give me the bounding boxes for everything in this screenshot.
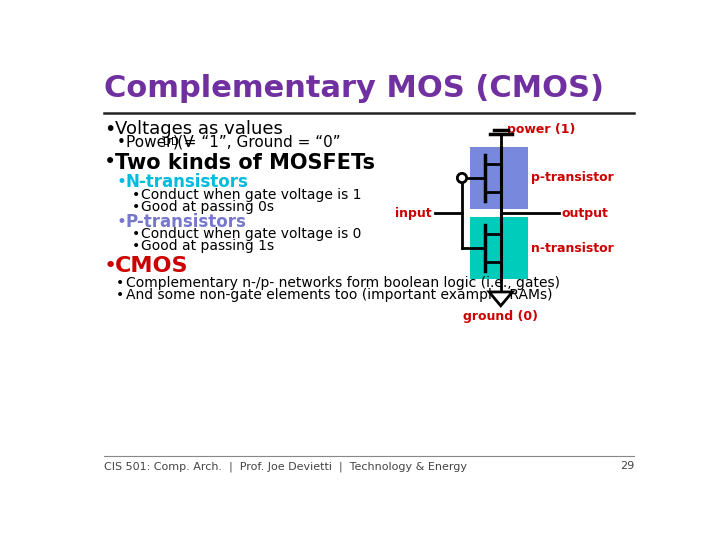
Circle shape xyxy=(457,173,467,183)
Text: DD: DD xyxy=(163,137,179,147)
Text: •: • xyxy=(132,227,140,241)
Text: power (1): power (1) xyxy=(507,123,575,136)
Text: CMOS: CMOS xyxy=(114,256,189,276)
Text: N-transistors: N-transistors xyxy=(126,173,248,191)
Text: And some non-gate elements too (important example: RAMs): And some non-gate elements too (importan… xyxy=(126,288,552,302)
Text: input: input xyxy=(395,206,432,220)
Text: •: • xyxy=(132,200,140,213)
Text: •: • xyxy=(117,276,125,290)
Text: •: • xyxy=(104,256,117,276)
Text: •: • xyxy=(104,152,116,172)
Bar xyxy=(469,147,528,209)
Text: •: • xyxy=(117,288,125,302)
Text: Good at passing 0s: Good at passing 0s xyxy=(141,200,274,213)
Bar xyxy=(469,217,528,279)
Text: CIS 501: Comp. Arch.  |  Prof. Joe Devietti  |  Technology & Energy: CIS 501: Comp. Arch. | Prof. Joe Deviett… xyxy=(104,461,467,472)
Text: n-transistor: n-transistor xyxy=(531,241,613,254)
Text: Complementary n-/p- networks form boolean logic (i.e., gates): Complementary n-/p- networks form boolea… xyxy=(126,276,559,290)
Text: Conduct when gate voltage is 1: Conduct when gate voltage is 1 xyxy=(141,188,361,202)
Text: •: • xyxy=(117,213,126,231)
Polygon shape xyxy=(489,292,513,306)
Text: •: • xyxy=(132,239,140,253)
Text: Power (V: Power (V xyxy=(126,135,193,150)
Text: Voltages as values: Voltages as values xyxy=(114,120,283,138)
Text: ) = “1”, Ground = “0”: ) = “1”, Ground = “0” xyxy=(173,135,341,150)
Text: ground (0): ground (0) xyxy=(463,309,539,323)
Text: p-transistor: p-transistor xyxy=(531,172,613,185)
Text: Good at passing 1s: Good at passing 1s xyxy=(141,239,274,253)
Text: •: • xyxy=(132,188,140,202)
Text: •: • xyxy=(117,135,125,150)
Text: 29: 29 xyxy=(620,461,634,471)
Text: •: • xyxy=(117,173,126,191)
Text: •: • xyxy=(104,120,115,139)
Text: P-transistors: P-transistors xyxy=(126,213,246,231)
Text: Conduct when gate voltage is 0: Conduct when gate voltage is 0 xyxy=(141,227,361,241)
Text: Complementary MOS (CMOS): Complementary MOS (CMOS) xyxy=(104,74,604,103)
Text: output: output xyxy=(562,206,609,220)
Text: Two kinds of MOSFETs: Two kinds of MOSFETs xyxy=(114,153,375,173)
